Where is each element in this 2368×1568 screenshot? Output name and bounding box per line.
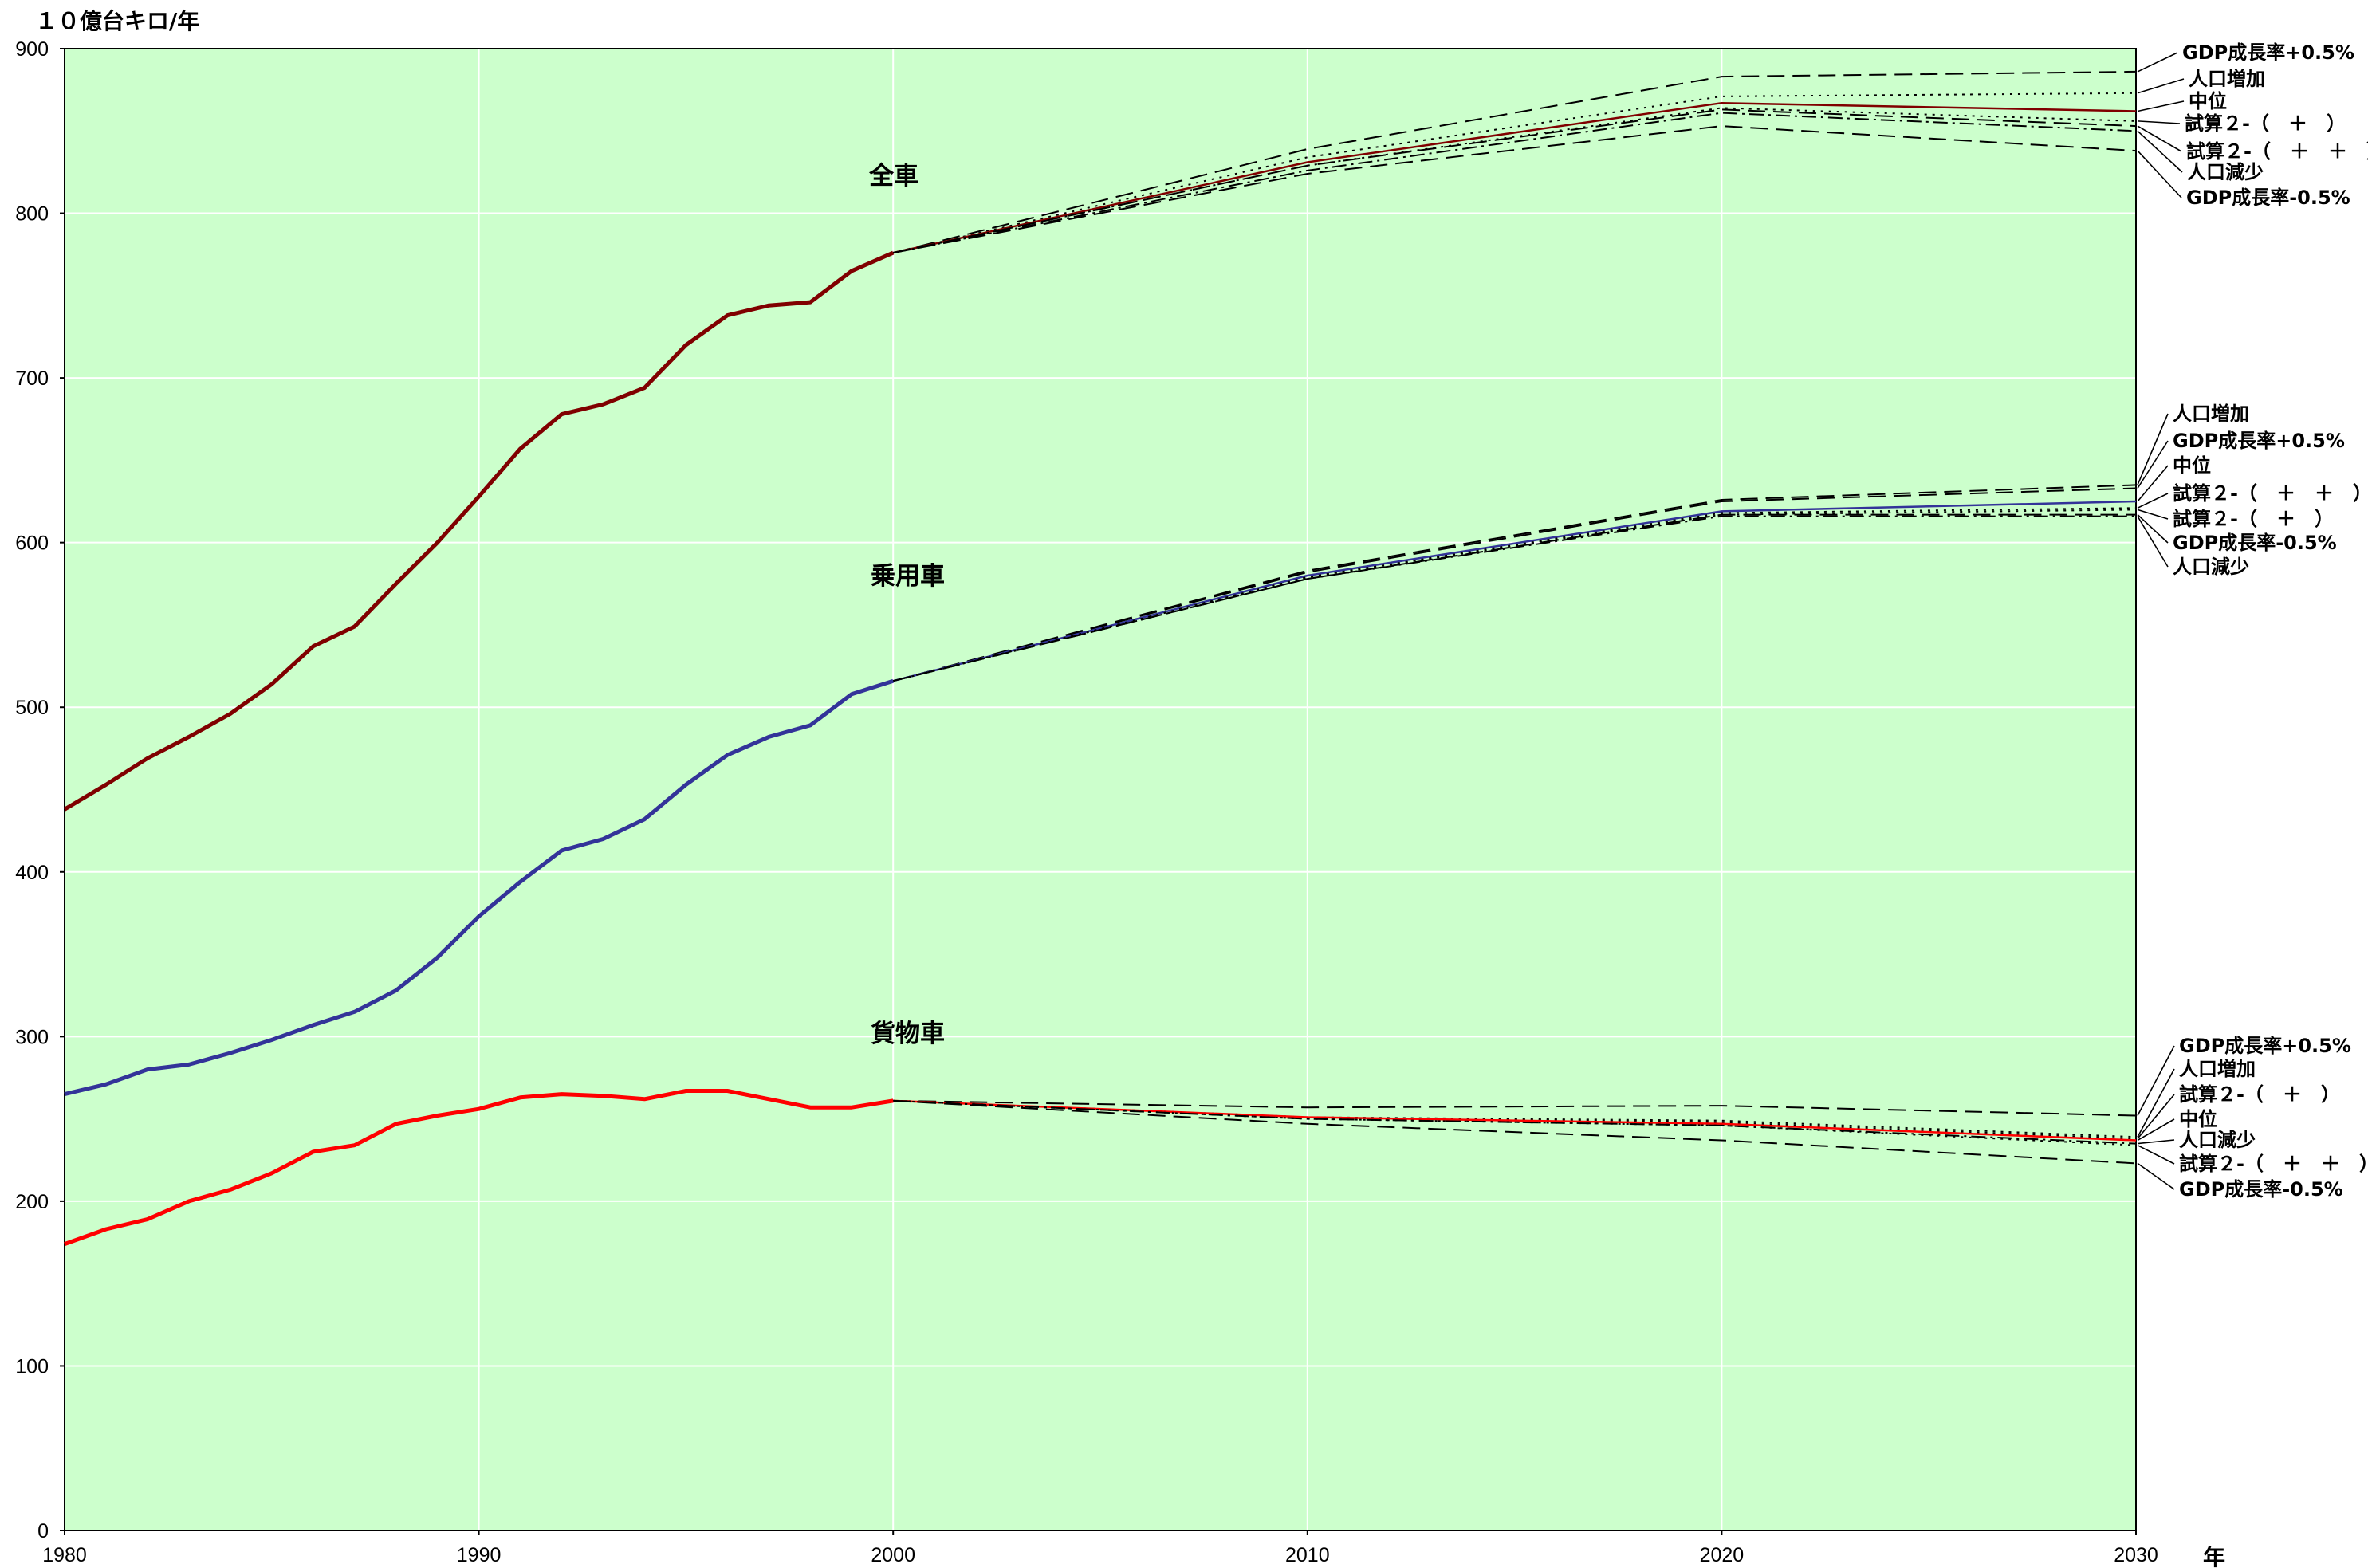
passenger-cars-history-line	[64, 678, 894, 1097]
passenger-cars-leader-line	[2137, 413, 2169, 485]
x-tick-label: 2000	[871, 1544, 915, 1566]
y-axis-title: １０億台キロ/年	[35, 8, 199, 34]
passenger-cars-scenario-line	[892, 487, 2137, 682]
freight-vehicles-scenario-line	[893, 1099, 2137, 1145]
y-tick-label: 700	[15, 367, 49, 390]
freight-vehicles-scenario-label: 試算２-（ ＋ ）	[2179, 1083, 2340, 1106]
all-vehicles-title: 全車	[868, 162, 918, 191]
all-vehicles-scenario-line	[892, 108, 2137, 254]
freight-vehicles-scenario-label: 中位	[2179, 1108, 2217, 1130]
passenger-cars-scenario-line	[892, 515, 2136, 682]
freight-vehicles-scenario-label: 試算２-（ ＋ ＋ ）	[2179, 1153, 2368, 1175]
x-axis: 1980 1990 2000 2010 2020 2030	[42, 1531, 2158, 1566]
all-vehicles-leader-line	[2137, 125, 2182, 152]
all-vehicles-scenario-label: 試算２-（ ＋ ）	[2185, 112, 2346, 135]
all-vehicles-scenario-line	[893, 125, 2137, 254]
freight-vehicles-history-line	[64, 1089, 894, 1246]
y-tick-label: 300	[15, 1026, 49, 1048]
freight-vehicles-scenario-label: 人口増加	[2179, 1058, 2256, 1080]
x-tick-label: 2030	[2114, 1544, 2158, 1566]
all-vehicles-scenario-label: GDP成長率+0.5%	[2182, 41, 2354, 64]
passenger-cars-leader-line	[2137, 516, 2169, 568]
passenger-cars-scenario-label: GDP成長率-0.5%	[2173, 532, 2337, 554]
all-vehicles-leader-line	[2137, 120, 2181, 124]
freight-vehicles-scenario-label: 人口減少	[2179, 1129, 2256, 1151]
all-vehicles-scenario-line	[892, 101, 2137, 254]
plot-area	[65, 49, 2136, 1531]
all-vehicles-scenario-label: 人口減少	[2187, 161, 2264, 183]
all-vehicles-history-line	[63, 250, 895, 812]
all-vehicles-scenario-line	[892, 70, 2137, 254]
x-tick-label: 2010	[1285, 1544, 1330, 1566]
y-tick-label: 400	[15, 862, 49, 884]
all-vehicles-leader-line	[2137, 130, 2183, 173]
x-axis-title: 年	[2203, 1544, 2225, 1568]
y-tick-label: 100	[15, 1355, 49, 1377]
freight-vehicles-scenario-line	[893, 1099, 2137, 1146]
all-vehicles-leader-line	[2137, 52, 2178, 73]
passenger-cars-leader-line	[2137, 493, 2169, 509]
plot-border	[64, 48, 2137, 1531]
freight-vehicles-scenario-line	[893, 1099, 2137, 1165]
y-tick-label: 900	[15, 38, 49, 61]
passenger-cars-scenario-label: 試算２-（ ＋ ）	[2173, 508, 2334, 530]
freight-vehicles-title: 貨物車	[871, 1020, 945, 1048]
freight-vehicles-leader-line	[2137, 1094, 2175, 1139]
passenger-cars-title: 乗用車	[871, 562, 945, 591]
gridlines	[65, 49, 2136, 1531]
passenger-cars-scenario-label: 試算２-（ ＋ ＋ ）	[2173, 482, 2368, 505]
x-tick-label: 1980	[42, 1544, 87, 1566]
all-vehicles-scenario-label: 中位	[2189, 90, 2227, 112]
passenger-cars-scenario-line	[892, 500, 2137, 682]
freight-vehicles-leader-line	[2137, 1118, 2175, 1142]
passenger-cars-leader-line	[2137, 440, 2169, 489]
passenger-cars-leader-line	[2137, 509, 2169, 520]
all-vehicles-scenario-line	[893, 112, 2137, 254]
freight-vehicles-scenario-line	[893, 1099, 2137, 1117]
passenger-cars-leader-line	[2137, 465, 2169, 502]
y-tick-label: 800	[15, 203, 49, 226]
freight-vehicles-leader-line	[2137, 1144, 2175, 1165]
passenger-cars-scenario-line	[892, 507, 2137, 682]
y-axis: 0 100 200 300 400 500 600 700 800 900	[15, 38, 65, 1542]
y-tick-label: 200	[15, 1191, 49, 1213]
x-tick-label: 1990	[457, 1544, 502, 1566]
passenger-cars-scenario-label: 中位	[2173, 454, 2211, 477]
passenger-cars-scenario-line	[892, 509, 2137, 682]
freight-vehicles-scenario-label: GDP成長率+0.5%	[2179, 1035, 2351, 1057]
passenger-cars-scenario-label: GDP成長率+0.5%	[2173, 430, 2345, 452]
freight-vehicles-scenario-line	[893, 1099, 2137, 1142]
freight-vehicles-leader-line	[2137, 1162, 2175, 1190]
y-tick-label: 600	[15, 532, 49, 555]
all-vehicles-scenario-label: 人口増加	[2189, 68, 2265, 90]
scenario-leader-lines	[2137, 52, 2185, 1190]
all-vehicles-leader-line	[2137, 100, 2185, 112]
all-vehicles-scenario-label: 試算２-（ ＋ ＋ ）	[2186, 140, 2368, 163]
freight-vehicles-leader-line	[2137, 1139, 2175, 1145]
all-vehicles-scenario-label: GDP成長率-0.5%	[2186, 187, 2350, 209]
all-vehicles-leader-line	[2137, 150, 2182, 198]
freight-vehicles-scenario-label: GDP成長率-0.5%	[2179, 1178, 2343, 1201]
passenger-cars-scenario-label: 人口減少	[2173, 556, 2249, 578]
x-tick-label: 2020	[1700, 1544, 1745, 1566]
passenger-cars-leader-line	[2137, 513, 2169, 544]
freight-vehicles-leader-line	[2137, 1068, 2175, 1138]
all-vehicles-leader-line	[2137, 78, 2185, 94]
freight-vehicles-leader-line	[2137, 1045, 2175, 1116]
passenger-cars-scenario-label: 人口増加	[2173, 403, 2249, 425]
y-tick-label: 500	[15, 697, 49, 719]
y-tick-label: 0	[37, 1520, 49, 1542]
